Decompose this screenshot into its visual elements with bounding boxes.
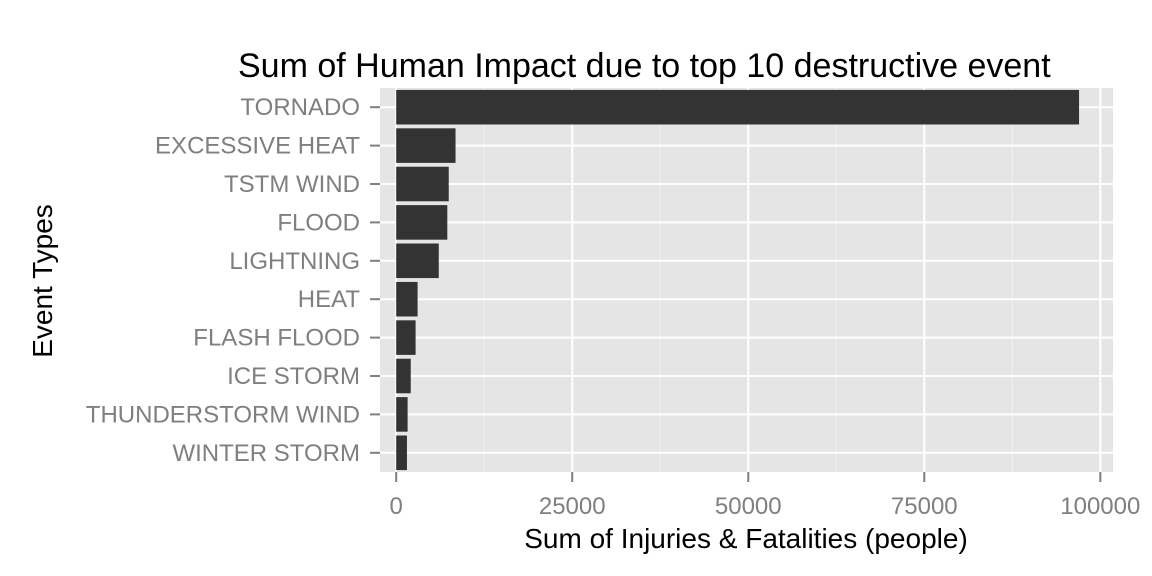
- x-tick-label: 0: [390, 493, 403, 520]
- x-tick-label: 75000: [891, 493, 958, 520]
- y-tick-label: WINTER STORM: [172, 440, 360, 467]
- bar: [396, 205, 448, 240]
- y-tick-label: EXCESSIVE HEAT: [155, 133, 360, 160]
- y-tick-label: THUNDERSTORM WIND: [86, 401, 360, 428]
- y-tick-label: TSTM WIND: [224, 171, 360, 198]
- bar: [396, 128, 456, 163]
- minor-gridlines: [483, 88, 1013, 472]
- bar: [396, 320, 416, 355]
- y-tick-label: TORNADO: [240, 94, 360, 121]
- plot-panel: [380, 88, 1113, 472]
- x-tick-label: 25000: [539, 493, 606, 520]
- y-axis-title: Event Types: [27, 204, 58, 358]
- bar: [396, 166, 449, 202]
- y-tick-label: LIGHTNING: [229, 248, 360, 275]
- bars: [396, 89, 1080, 471]
- y-tick-label: HEAT: [298, 286, 361, 313]
- bar: [396, 243, 439, 279]
- y-axis: TORNADO EXCESSIVE HEAT TSTM WIND FLOOD LIGHT…: [86, 94, 380, 467]
- x-axis: 0 25000 50000 75000 100000: [390, 472, 1140, 520]
- chart-title: Sum of Human Impact due to top 10 destru…: [238, 47, 1051, 85]
- x-tick-label: 50000: [715, 493, 782, 520]
- bar: [396, 89, 1080, 125]
- y-tick-label: FLASH FLOOD: [193, 325, 360, 352]
- bar: [396, 435, 407, 471]
- y-tick-label: ICE STORM: [227, 363, 360, 390]
- bar: [396, 281, 418, 317]
- bar: [396, 358, 411, 394]
- x-axis-title: Sum of Injuries & Fatalities (people): [524, 523, 968, 554]
- x-tick-label: 100000: [1060, 493, 1140, 520]
- y-tick-label: FLOOD: [277, 209, 360, 236]
- bar: [396, 397, 408, 432]
